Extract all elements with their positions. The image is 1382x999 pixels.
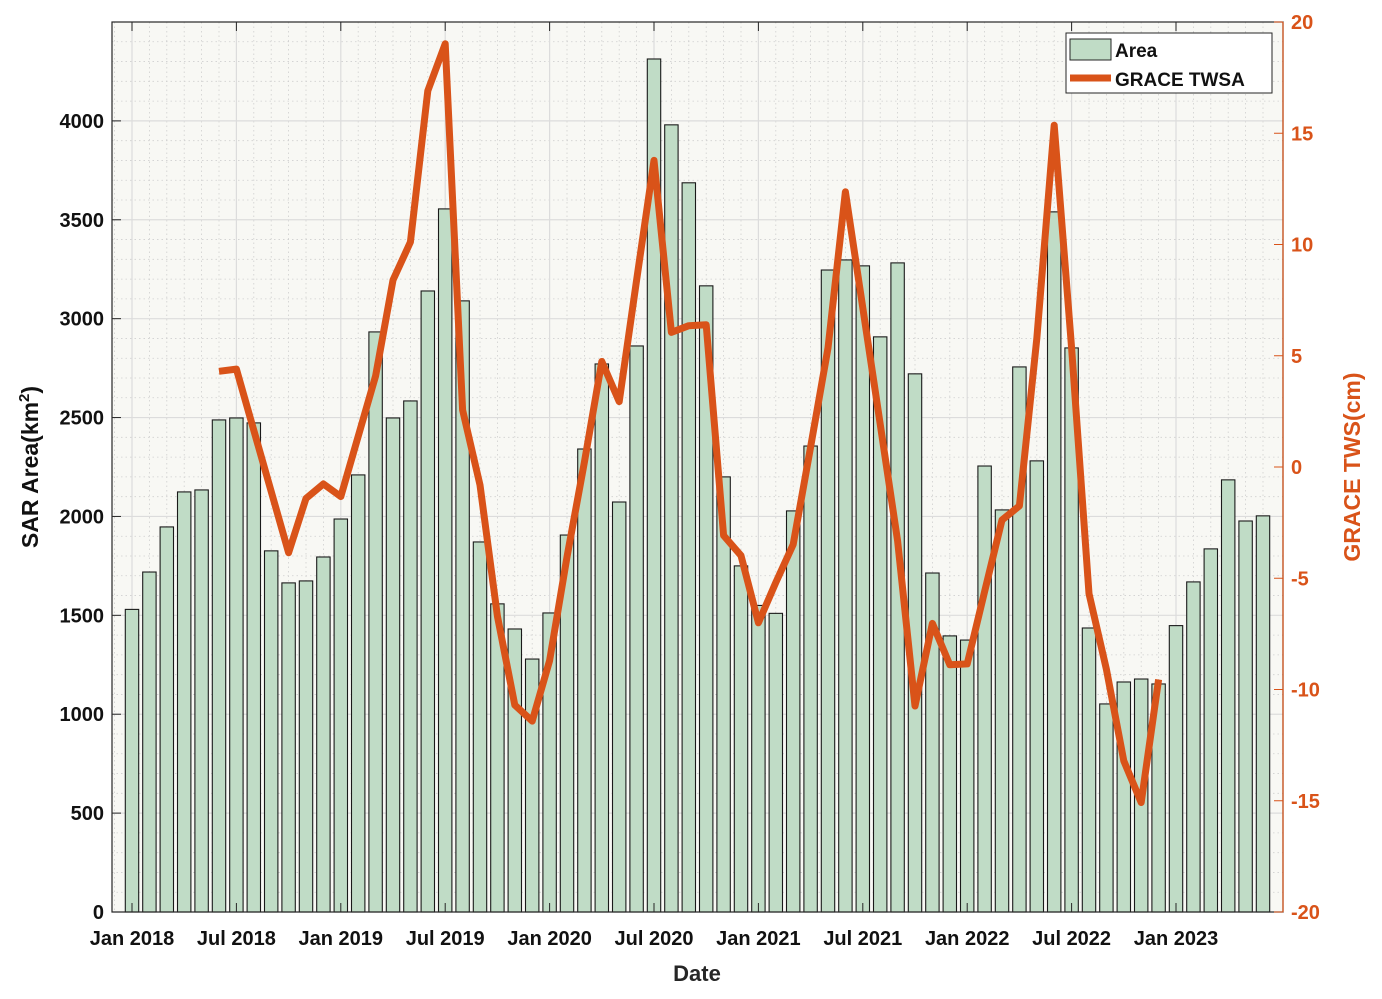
bar-area-mar-2018: [160, 527, 173, 912]
bar-area-dec-2018: [317, 557, 330, 912]
bar-area-mar-2020: [578, 449, 591, 912]
bar-area-apr-2023: [1222, 480, 1235, 912]
x-tick-label: Jul 2020: [615, 928, 694, 950]
bar-area-apr-2018: [178, 492, 191, 912]
bar-area-mar-2021: [787, 511, 800, 912]
bar-area-jun-2022: [1048, 212, 1061, 912]
y-right-tick-label: 0: [1291, 457, 1302, 479]
legend-swatch-area: [1070, 39, 1111, 60]
bar-area-sep-2020: [682, 183, 695, 912]
x-tick-label: Jul 2021: [823, 928, 902, 950]
bar-area-may-2022: [1030, 461, 1043, 912]
y-left-tick-label: 0: [93, 902, 104, 924]
y-left-tick-label: 500: [71, 803, 104, 825]
legend: Area GRACE TWSA: [1066, 33, 1272, 93]
y-left-tick-label: 2500: [60, 408, 105, 430]
x-tick-label: Jan 2018: [90, 928, 175, 950]
bar-area-feb-2018: [143, 572, 156, 912]
bar-area-apr-2020: [595, 364, 608, 912]
x-tick-label: Jan 2020: [507, 928, 592, 950]
x-tick-label: Jul 2018: [197, 928, 276, 950]
bar-area-jun-2018: [212, 420, 225, 912]
bar-area-jun-2020: [630, 346, 643, 912]
y-left-tick-label: 2000: [60, 506, 105, 528]
y-right-tick-label: -10: [1291, 680, 1320, 702]
x-tick-label: Jan 2019: [299, 928, 384, 950]
bar-area-may-2018: [195, 490, 208, 912]
bar-area-mar-2022: [995, 510, 1008, 912]
x-tick-label: Jan 2023: [1134, 928, 1219, 950]
y-right-tick-label: 10: [1291, 235, 1313, 257]
bar-area-jan-2023: [1169, 626, 1182, 912]
bar-area-apr-2021: [804, 446, 817, 912]
bar-area-jan-2021: [752, 605, 765, 912]
bar-area-nov-2018: [299, 581, 312, 912]
bar-area-jan-2019: [334, 519, 347, 912]
y-right-tick-label: 5: [1291, 346, 1302, 368]
bar-area-may-2020: [613, 502, 626, 912]
bar-area-aug-2022: [1082, 628, 1095, 912]
y-right-tick-label: 20: [1291, 12, 1313, 34]
bar-area-mar-2023: [1204, 549, 1217, 912]
x-axis-label: Date: [673, 961, 721, 986]
bar-area-mar-2019: [369, 332, 382, 912]
y-left-tick-label: 1500: [60, 605, 105, 627]
bar-area-aug-2020: [665, 125, 678, 912]
bar-area-jun-2019: [421, 291, 434, 912]
bar-area-feb-2021: [769, 613, 782, 912]
bar-area-jul-2018: [230, 418, 243, 912]
x-tick-label: Jul 2022: [1032, 928, 1111, 950]
y-right-tick-label: -5: [1291, 568, 1309, 590]
bar-area-sep-2022: [1100, 704, 1113, 912]
bar-area-sep-2019: [473, 542, 486, 912]
y-right-tick-label: -20: [1291, 902, 1320, 924]
y-left-tick-label: 3000: [60, 309, 105, 331]
y-left-tick-label: 1000: [60, 704, 105, 726]
x-tick-label: Jul 2019: [406, 928, 485, 950]
bar-area-apr-2019: [386, 418, 399, 912]
bar-area-jun-2023: [1256, 516, 1269, 912]
y-left-tick-label: 4000: [60, 111, 105, 133]
y-right-tick-label: -15: [1291, 791, 1320, 813]
legend-label-area: Area: [1115, 41, 1158, 62]
bar-area-feb-2022: [978, 466, 991, 912]
x-tick-label: Jan 2021: [716, 928, 801, 950]
y-right-tick-label: 15: [1291, 123, 1313, 145]
bar-area-jun-2021: [839, 260, 852, 912]
bar-area-feb-2019: [352, 475, 365, 912]
bar-area-dec-2020: [734, 566, 747, 912]
x-tick-label: Jan 2022: [925, 928, 1010, 950]
y-axis-left-label: SAR Area(km2): [16, 386, 43, 548]
bar-area-aug-2018: [247, 423, 260, 912]
bar-area-dec-2021: [943, 636, 956, 912]
bar-area-jul-2019: [439, 209, 452, 912]
bar-area-feb-2023: [1187, 582, 1200, 912]
bar-area-jan-2022: [961, 640, 974, 912]
legend-label-grace: GRACE TWSA: [1115, 70, 1245, 91]
bar-area-oct-2022: [1117, 682, 1130, 912]
bar-area-may-2023: [1239, 521, 1252, 912]
bar-area-sep-2018: [265, 551, 278, 912]
bar-area-may-2019: [404, 401, 417, 912]
y-axis-right-label: GRACE TWS(cm): [1339, 372, 1365, 561]
y-left-tick-label: 3500: [60, 210, 105, 232]
bar-area-jan-2018: [125, 609, 138, 912]
bar-area-oct-2018: [282, 583, 295, 912]
